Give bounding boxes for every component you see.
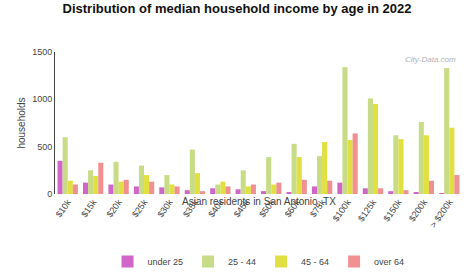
svg-text:$10k: $10k	[54, 197, 74, 219]
svg-text:$25k: $25k	[130, 197, 150, 219]
svg-text:1500: 1500	[32, 47, 52, 57]
svg-text:$15k: $15k	[79, 197, 99, 219]
svg-text:$150k: $150k	[381, 197, 404, 223]
svg-text:$35k: $35k	[181, 197, 201, 219]
svg-text:Distribution of median househo: Distribution of median household income …	[63, 1, 412, 16]
svg-text:over 64: over 64	[374, 257, 404, 267]
svg-text:25 - 44: 25 - 44	[228, 257, 256, 267]
svg-text:$50k: $50k	[257, 197, 277, 219]
svg-text:$100k: $100k	[331, 197, 354, 223]
svg-text:$20k: $20k	[105, 197, 125, 219]
svg-text:households: households	[16, 97, 27, 148]
svg-text:$40k: $40k	[206, 197, 226, 219]
svg-text:$60k: $60k	[283, 197, 303, 219]
svg-text:$75k: $75k	[308, 197, 328, 219]
svg-text:45 - 64: 45 - 64	[301, 257, 329, 267]
svg-text:$45k: $45k	[232, 197, 252, 219]
svg-text:$200k: $200k	[407, 197, 430, 223]
svg-text:500: 500	[37, 142, 52, 152]
svg-text:$125k: $125k	[356, 197, 379, 223]
svg-text:City-Data.com: City-Data.com	[405, 55, 456, 64]
svg-text:under 25: under 25	[148, 257, 184, 267]
svg-text:$30k: $30k	[155, 197, 175, 219]
svg-text:> $200k: > $200k	[428, 197, 455, 230]
svg-text:1000: 1000	[32, 94, 52, 104]
svg-text:Asian residents in San Antonio: Asian residents in San Antonio, TX	[182, 196, 336, 207]
svg-text:0: 0	[47, 189, 52, 199]
